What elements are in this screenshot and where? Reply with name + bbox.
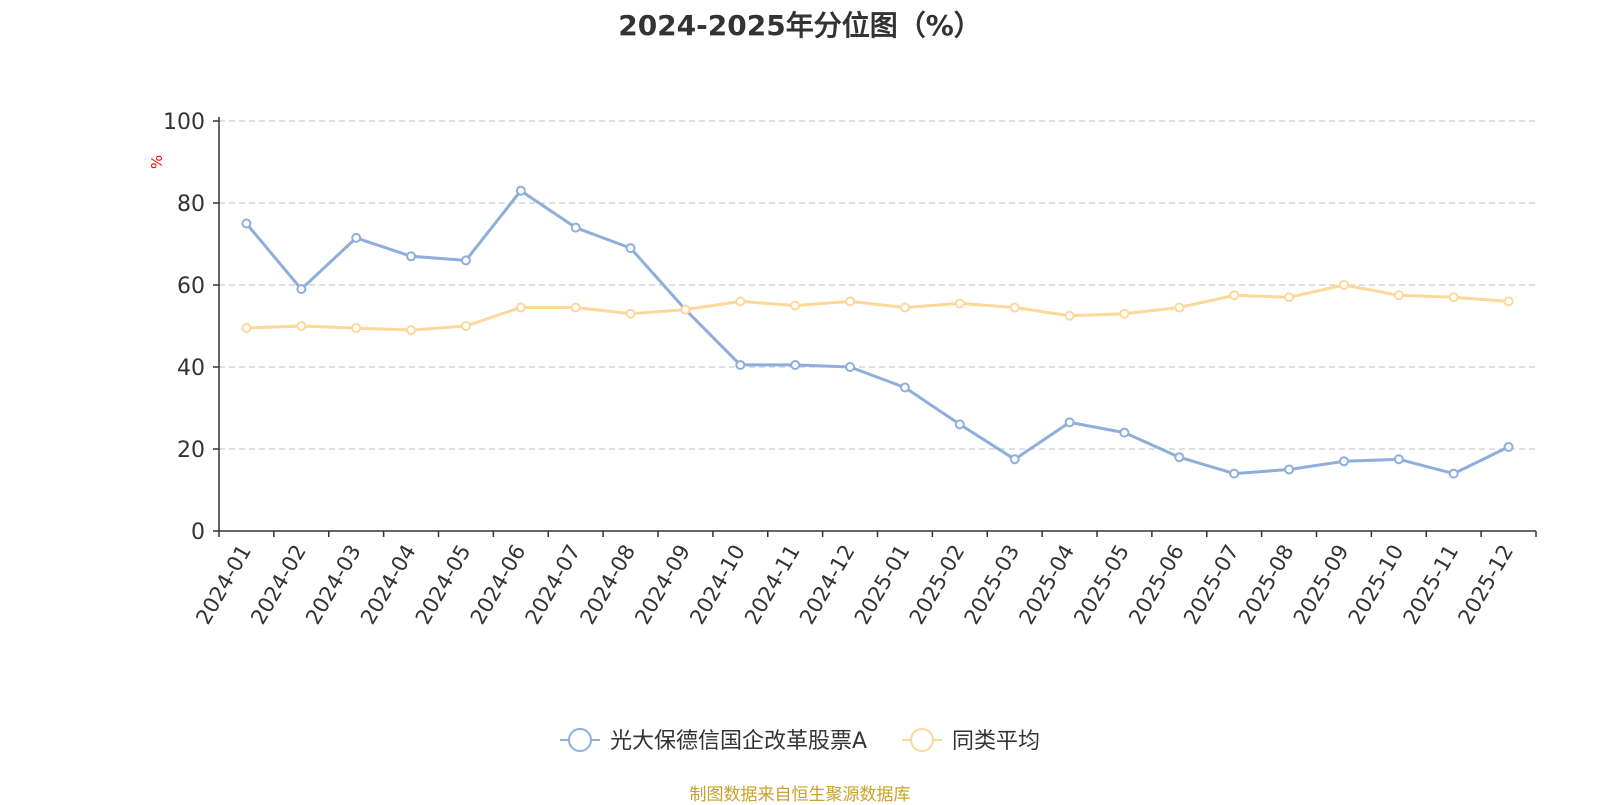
data-point[interactable]: [735, 359, 746, 370]
legend-label: 同类平均: [952, 729, 1040, 754]
data-point[interactable]: [515, 185, 526, 196]
data-point[interactable]: [954, 298, 965, 309]
y-tick-label: 100: [163, 110, 205, 135]
data-point[interactable]: [570, 302, 581, 313]
data-point[interactable]: [1229, 290, 1240, 301]
series-lines: [241, 185, 1514, 479]
data-point[interactable]: [1284, 292, 1295, 303]
data-point[interactable]: [570, 222, 581, 233]
data-point[interactable]: [241, 323, 252, 334]
data-point[interactable]: [1393, 290, 1404, 301]
data-source-note: 制图数据来自恒生聚源数据库: [689, 785, 911, 805]
y-axis-label: %: [148, 155, 166, 169]
data-point[interactable]: [241, 218, 252, 229]
data-point[interactable]: [899, 382, 910, 393]
data-point[interactable]: [351, 232, 362, 243]
data-point[interactable]: [1064, 417, 1075, 428]
data-point[interactable]: [1229, 468, 1240, 479]
legend-item[interactable]: 同类平均: [902, 728, 1040, 754]
data-point[interactable]: [1503, 296, 1514, 307]
data-point[interactable]: [460, 321, 471, 331]
data-point[interactable]: [1174, 302, 1185, 313]
data-point[interactable]: [1338, 456, 1349, 467]
data-point[interactable]: [680, 304, 691, 315]
y-tick-label: 20: [177, 438, 205, 463]
data-point[interactable]: [1119, 427, 1130, 438]
legend-label: 光大保德信国企改革股票A: [610, 729, 867, 754]
data-point[interactable]: [625, 308, 636, 319]
data-point[interactable]: [1393, 454, 1404, 465]
data-point[interactable]: [406, 251, 417, 262]
data-point[interactable]: [625, 243, 636, 254]
y-tick-label: 40: [177, 356, 205, 381]
legend-marker-icon: [910, 728, 934, 752]
data-point[interactable]: [1174, 452, 1185, 463]
data-point[interactable]: [296, 321, 307, 331]
data-point[interactable]: [845, 296, 856, 307]
y-tick-label: 0: [191, 520, 205, 545]
legend-marker-icon: [568, 728, 592, 752]
x-tick-label: 2025-12: [1453, 541, 1518, 629]
chart-title: 2024-2025年分位图（%）: [618, 9, 982, 42]
data-point[interactable]: [1009, 454, 1020, 465]
data-point[interactable]: [1119, 308, 1130, 319]
data-point[interactable]: [296, 284, 307, 295]
data-point[interactable]: [515, 302, 526, 313]
data-point[interactable]: [845, 362, 856, 372]
data-point[interactable]: [460, 255, 471, 266]
axes: 020406080100%2024-012024-022024-032024-0…: [148, 110, 1537, 629]
data-point[interactable]: [1338, 280, 1349, 290]
legend[interactable]: 光大保德信国企改革股票A 同类平均: [560, 728, 1040, 754]
data-point[interactable]: [790, 300, 801, 311]
series-line: [245, 189, 1510, 476]
data-point[interactable]: [351, 323, 362, 334]
data-point[interactable]: [1064, 310, 1075, 321]
data-point[interactable]: [1503, 441, 1514, 452]
data-point[interactable]: [1448, 468, 1459, 479]
data-point[interactable]: [1448, 292, 1459, 303]
data-point[interactable]: [899, 302, 910, 313]
y-tick-label: 80: [177, 192, 205, 217]
data-point[interactable]: [1009, 302, 1020, 313]
data-point[interactable]: [735, 296, 746, 307]
data-point[interactable]: [790, 359, 801, 370]
y-tick-label: 60: [177, 274, 205, 299]
data-point[interactable]: [954, 419, 965, 430]
series-line: [246, 283, 1509, 332]
legend-item[interactable]: 光大保德信国企改革股票A: [560, 728, 867, 754]
data-point[interactable]: [1284, 464, 1295, 475]
data-point[interactable]: [406, 325, 417, 336]
